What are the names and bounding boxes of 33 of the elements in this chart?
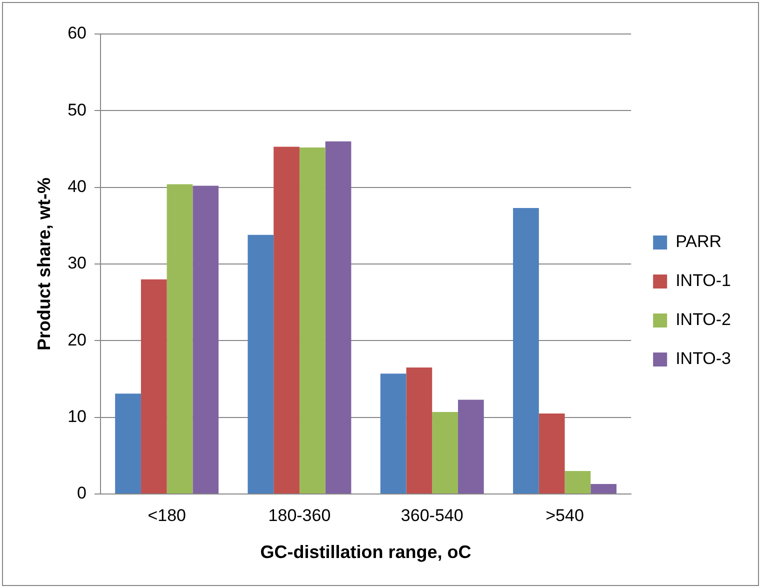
x-tick-label: 180-360 [268,506,331,525]
bar [590,484,616,494]
y-tick-label: 50 [68,100,87,120]
legend-label: INTO-3 [676,349,732,368]
bar [166,184,193,494]
x-tick-label: <180 [148,506,186,525]
y-tick-label: 20 [68,330,87,350]
x-tick-label: 360-540 [400,506,464,525]
y-tick-label: 60 [68,24,87,43]
y-axis-title: Product share, wt-% [34,177,54,351]
x-axis-title: GC-distillation range, oC [260,542,472,562]
bar [248,234,274,494]
bar [274,146,300,494]
bar [458,400,484,494]
bar [380,374,406,494]
y-tick-label: 40 [68,177,87,196]
legend-label: PARR [676,232,722,252]
bar [564,471,591,494]
bar [538,414,565,494]
bar [406,368,432,494]
y-tick-label: 0 [77,484,87,503]
bar [115,394,141,494]
legend-label: INTO-1 [676,271,732,290]
y-tick-label: 10 [68,407,87,426]
y-tick-label: 30 [68,254,87,273]
bar [432,412,458,494]
legend-label: INTO-2 [676,310,732,330]
bar [513,208,539,494]
bar [325,141,352,494]
x-tick-label: >540 [546,506,584,525]
bar [140,279,167,494]
bar [299,147,326,494]
bar [192,186,219,494]
